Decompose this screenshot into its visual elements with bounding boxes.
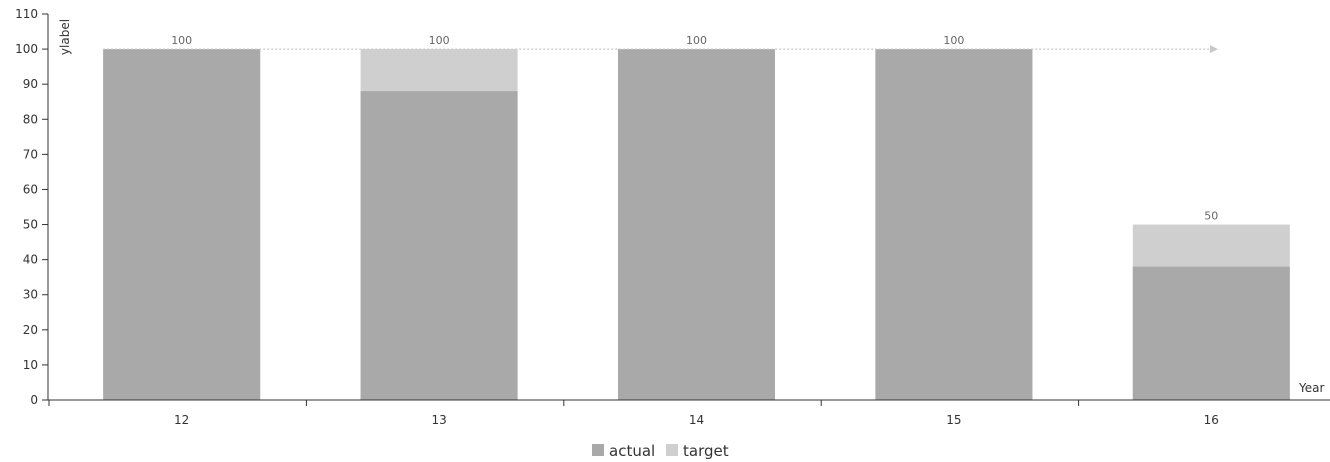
y-tick-label-20: 20 xyxy=(23,323,38,337)
x-tick-label-13: 13 xyxy=(431,413,446,427)
legend-swatch-actual xyxy=(592,444,604,456)
x-tick-label-12: 12 xyxy=(174,413,189,427)
x-tick-label-14: 14 xyxy=(689,413,704,427)
data-label-12: 100 xyxy=(171,34,192,47)
y-tick-label-110: 110 xyxy=(15,7,38,21)
y-tick-label-10: 10 xyxy=(23,358,38,372)
legend-item-target[interactable]: target xyxy=(666,442,729,460)
data-label-15: 100 xyxy=(943,34,964,47)
bars-layer xyxy=(103,49,1290,400)
legend-label-actual: actual xyxy=(609,442,655,460)
y-tick-label-60: 60 xyxy=(23,182,38,196)
bar-actual-15 xyxy=(875,49,1033,400)
data-label-13: 100 xyxy=(429,34,450,47)
y-tick-label-0: 0 xyxy=(30,393,38,407)
bar-actual-16 xyxy=(1132,266,1290,400)
target-line-layer xyxy=(103,45,1218,54)
y-tick-label-100: 100 xyxy=(15,42,38,56)
x-axis-title: Year xyxy=(1298,381,1324,395)
target-line-arrow xyxy=(1210,45,1218,54)
data-labels-layer: 100 100 100 100 50 xyxy=(171,34,1218,222)
x-ticks: 12 13 14 15 16 xyxy=(48,400,1219,427)
bar-actual-13 xyxy=(360,91,518,400)
y-tick-label-40: 40 xyxy=(23,253,38,267)
y-ticks: 0 10 20 30 40 50 60 70 80 90 100 110 xyxy=(15,7,48,407)
legend-label-target: target xyxy=(683,442,729,460)
y-tick-label-50: 50 xyxy=(23,218,38,232)
data-label-14: 100 xyxy=(686,34,707,47)
y-tick-label-80: 80 xyxy=(23,112,38,126)
bar-actual-12 xyxy=(103,49,261,400)
legend-swatch-target xyxy=(666,444,678,456)
y-tick-label-70: 70 xyxy=(23,147,38,161)
y-tick-label-30: 30 xyxy=(23,288,38,302)
y-axis: 0 10 20 30 40 50 60 70 80 90 100 110 ylabel xyxy=(15,7,72,407)
y-tick-label-90: 90 xyxy=(23,77,38,91)
x-tick-label-16: 16 xyxy=(1204,413,1219,427)
legend-item-actual[interactable]: actual xyxy=(592,442,655,460)
legend: actual target xyxy=(592,442,729,460)
x-axis: 12 13 14 15 16 Year xyxy=(48,381,1330,427)
data-label-16: 50 xyxy=(1204,210,1218,223)
y-axis-title: ylabel xyxy=(58,19,72,55)
bar-actual-14 xyxy=(618,49,775,400)
x-tick-label-15: 15 xyxy=(946,413,961,427)
